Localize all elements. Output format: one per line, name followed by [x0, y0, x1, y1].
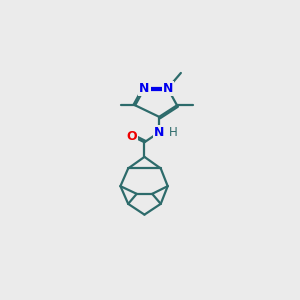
Text: N: N: [154, 126, 164, 139]
Text: N: N: [163, 82, 173, 95]
Text: N: N: [139, 82, 150, 95]
Text: H: H: [169, 126, 178, 139]
Text: O: O: [127, 130, 137, 142]
